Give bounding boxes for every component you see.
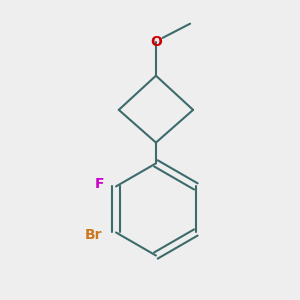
Text: Br: Br — [85, 228, 103, 242]
Text: O: O — [150, 34, 162, 49]
Text: F: F — [95, 177, 104, 191]
